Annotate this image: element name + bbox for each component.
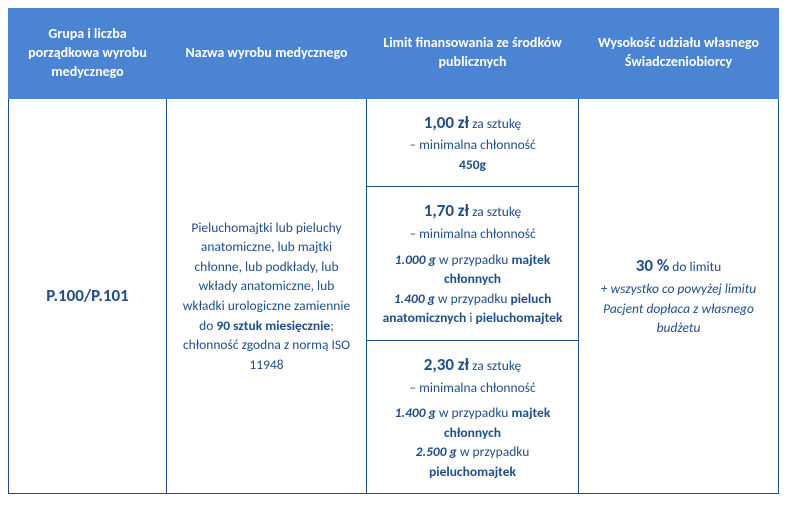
header-share: Wysokość udziału własnego Świadczeniobio… (579, 9, 779, 99)
limit1-price: 1,00 zł (424, 112, 469, 133)
limit2-price: 1,70 zł (424, 200, 469, 221)
cell-limit-2: 1,70 zł za sztukę – minimalna chłonność … (367, 187, 579, 340)
limit3-l1g: 1.400 g (395, 404, 436, 421)
header-row: Grupa i liczba porządkowa wyrobu medyczn… (9, 9, 779, 99)
limit3-l1t: w przypadku (436, 404, 512, 421)
header-name: Nazwa wyrobu medycznego (167, 9, 367, 99)
limit2-sub: – minimalna chłonność (377, 224, 568, 244)
limit2-unit: za sztukę (469, 203, 521, 220)
limit1-g: 450g (459, 156, 486, 173)
header-group: Grupa i liczba porządkowa wyrobu medyczn… (9, 9, 167, 99)
limit2-l1g: 1.000 g (395, 251, 436, 268)
cell-code: P.100/P.101 (9, 98, 167, 494)
limit2-l2g: 1.400 g (394, 290, 435, 307)
share-pct: 30 % (636, 255, 669, 276)
product-code: P.100/P.101 (46, 285, 128, 306)
cell-share: 30 % do limitu + wszystko co powyżej lim… (579, 98, 779, 494)
limit2-l2b2: pieluchomajtek (475, 309, 562, 326)
share-note: + wszystko co powyżej limitu Pacjent dop… (589, 279, 768, 338)
table-row: P.100/P.101 Pieluchomajtki lub pieluchy … (9, 98, 779, 187)
limit1-unit: za sztukę (469, 115, 521, 132)
limit3-l2g: 2.500 g (416, 443, 457, 460)
cell-limit-1: 1,00 zł za sztukę – minimalna chłonność … (367, 98, 579, 187)
limit3-unit: za sztukę (469, 357, 521, 374)
limit2-l2t: w przypadku (435, 290, 511, 307)
cell-limit-3: 2,30 zł za sztukę – minimalna chłonność … (367, 340, 579, 493)
cell-description: Pieluchomajtki lub pieluchy anatomiczne,… (167, 98, 367, 494)
header-limit: Limit finansowania ze środków publicznyc… (367, 9, 579, 99)
limit1-sub: – minimalna chłonność (377, 135, 568, 155)
limit3-sub: – minimalna chłonność (377, 378, 568, 398)
share-pct-text: do limitu (669, 258, 721, 275)
limit2-l1t: w przypadku (436, 251, 512, 268)
limit3-price: 2,30 zł (424, 354, 469, 375)
limit3-l2b: pieluchomajtek (429, 463, 516, 480)
desc-text-bold: 90 sztuk miesięcznie (216, 317, 330, 334)
reimbursement-table: Grupa i liczba porządkowa wyrobu medyczn… (8, 8, 779, 494)
limit3-l2t: w przypadku (457, 443, 530, 460)
